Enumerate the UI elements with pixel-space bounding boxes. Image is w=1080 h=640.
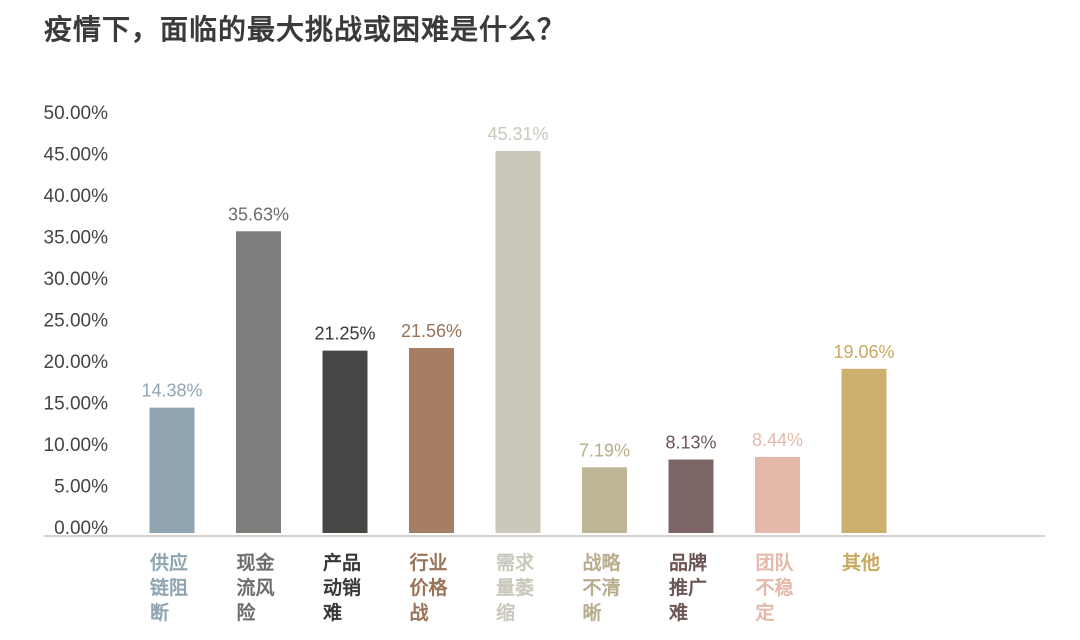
category-label: 需求量萎缩 [496, 551, 535, 624]
y-tick-label: 40.00% [44, 186, 109, 207]
data-label: 19.06% [833, 342, 894, 362]
bar [582, 467, 627, 533]
category-label: 其他 [842, 551, 880, 574]
category-label: 品牌推广难 [668, 551, 707, 624]
data-label: 7.19% [579, 440, 630, 460]
bar [495, 150, 541, 533]
y-tick-label: 25.00% [44, 311, 109, 332]
data-label: 35.63% [228, 204, 289, 224]
bar [755, 456, 800, 533]
bar [322, 350, 368, 533]
y-axis: 0.00% 5.00% 10.00% 15.00% 20.00% 25.00% 30.00%… [44, 103, 109, 539]
data-label: 21.25% [314, 324, 375, 344]
y-tick-label: 5.00% [54, 477, 108, 498]
y-tick-label: 15.00% [44, 394, 109, 415]
y-tick-label: 20.00% [44, 352, 109, 373]
y-tick-label: 10.00% [44, 435, 109, 456]
data-label: 21.56% [401, 321, 462, 341]
category-label: 行业价格战 [409, 551, 449, 624]
y-tick-label: 50.00% [44, 103, 109, 124]
category-label: 团队不稳定 [756, 551, 795, 624]
category-label: 战略不清晰 [583, 551, 622, 624]
bars [149, 150, 887, 533]
category-label: 现金流风险 [237, 551, 276, 624]
y-tick-label: 30.00% [44, 269, 109, 290]
value-labels: 14.38% 35.63% 21.25% 21.56% 45.31% 7.19% 8.13%… [141, 124, 894, 460]
category-label: 供应链阻断 [149, 551, 188, 624]
y-tick-label: 35.00% [44, 228, 109, 249]
data-label: 8.13% [665, 433, 716, 453]
y-tick-label: 0.00% [54, 518, 108, 539]
category-labels: 供应链阻断 现金流风险 产品动销难 行业价格战 需求量萎缩 战略不清晰 品牌推广难 团队不稳定… [149, 551, 880, 624]
bar [409, 348, 454, 533]
bar [668, 459, 714, 533]
bar [149, 407, 195, 533]
y-tick-label: 45.00% [44, 145, 109, 166]
data-label: 8.44% [752, 430, 803, 450]
bar [236, 231, 281, 533]
chart-title: 疫情下，面临的最大挑战或困难是什么？ [44, 13, 567, 46]
category-label: 产品动销难 [322, 551, 361, 624]
data-label: 14.38% [141, 381, 202, 401]
data-label: 45.31% [487, 124, 548, 144]
bar [841, 368, 887, 533]
